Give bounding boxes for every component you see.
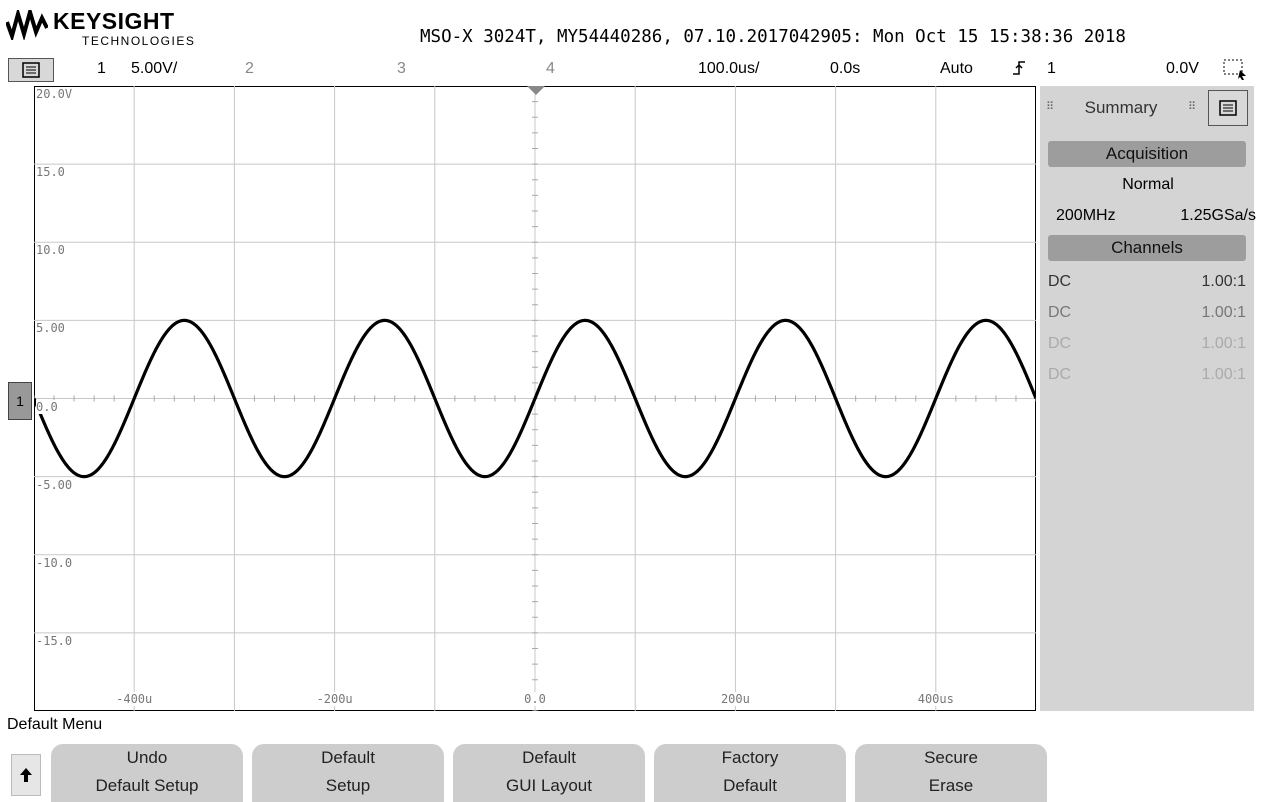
channel-summary-row: DC 1.00:1: [1048, 335, 1246, 353]
channel-coupling: DC: [1048, 304, 1072, 321]
trigger-position-marker[interactable]: [527, 86, 545, 95]
drag-handle-icon[interactable]: ⠿: [1046, 101, 1055, 113]
waveform-graticule[interactable]: 20.0V 15.0 10.0 5.00 0.0 -5.00 -10.0 -15.0 -400…: [34, 86, 1036, 711]
panel-menu-button[interactable]: [1208, 90, 1248, 126]
softkey-menu-title: Default Menu: [7, 716, 103, 733]
graticule-svg: [34, 86, 1036, 711]
softkey-label-line1: Undo: [126, 748, 168, 767]
softkey-label-line2: Setup: [325, 776, 371, 795]
softkey-label-line2: Default Setup: [95, 776, 199, 795]
channels-header: Channels: [1048, 235, 1246, 261]
softkey-label-line1: Secure: [924, 748, 978, 767]
brand-name: KEYSIGHT: [53, 8, 175, 34]
y-axis-label: -5.00: [36, 477, 74, 492]
bandwidth: 200MHz: [1056, 207, 1116, 224]
y-axis-label: 5.00: [36, 321, 66, 336]
y-axis-label: -10.0: [36, 555, 74, 570]
keysight-wave-icon: [6, 10, 48, 40]
channel-summary-row: DC 1.00:1: [1048, 273, 1246, 291]
control-bar: 1 5.00V/ 2 3 4 100.0us/ 0.0s Auto 1 0.0V: [0, 56, 1268, 86]
trigger-mode[interactable]: Auto: [940, 60, 973, 77]
brand-subtitle: TECHNOLOGIES: [82, 34, 196, 48]
y-axis-label: 20.0V: [36, 87, 74, 101]
softkey-label-line1: Default: [321, 748, 375, 767]
acquisition-rates: 200MHz 1.25GSa/s: [1056, 207, 1256, 225]
factory-default-softkey[interactable]: Factory Default: [654, 744, 846, 802]
channel-probe-ratio: 1.00:1: [1201, 273, 1246, 290]
y-axis-label: 10.0: [36, 243, 66, 258]
menu-icon: [1219, 100, 1237, 116]
x-axis-label: -200u: [316, 692, 353, 706]
summary-panel: ⠿ Summary ⠿ Acquisition Normal 200MHz 1.…: [1040, 86, 1256, 711]
channel-summary-row: DC 1.00:1: [1048, 366, 1246, 384]
acquisition-mode: Normal: [1122, 176, 1174, 193]
softkey-label-line2: Erase: [928, 776, 974, 795]
channel-probe-ratio: 1.00:1: [1201, 335, 1246, 352]
softkey-label-line2: GUI Layout: [506, 776, 592, 795]
channel-coupling: DC: [1048, 366, 1072, 383]
y-axis-label: 0.0: [36, 399, 59, 414]
trigger-level[interactable]: 0.0V: [1166, 60, 1199, 77]
main-menu-button[interactable]: [8, 58, 54, 82]
x-axis-label: 200u: [720, 692, 750, 706]
channel-1-label[interactable]: 1: [97, 60, 106, 77]
timebase-delay[interactable]: 0.0s: [830, 60, 861, 77]
undo-default-setup-softkey[interactable]: Undo Default Setup: [51, 744, 243, 802]
timebase-scale[interactable]: 100.0us/: [698, 60, 760, 77]
channel-1-scale[interactable]: 5.00V/: [131, 60, 178, 77]
channel-coupling: DC: [1048, 273, 1072, 290]
channel-4-label[interactable]: 4: [546, 60, 555, 77]
channel-3-label[interactable]: 3: [397, 60, 406, 77]
keysight-logo: KEYSIGHT TECHNOLOGIES: [6, 4, 206, 50]
channel-1-trace: [34, 318, 1036, 479]
x-axis-label: -400u: [116, 692, 153, 706]
trigger-source[interactable]: 1: [1047, 60, 1056, 77]
secure-erase-softkey[interactable]: Secure Erase: [855, 744, 1047, 802]
channel-coupling: DC: [1048, 335, 1072, 352]
instrument-id-line: MSO-X 3024T, MY54440286, 07.10.201704290…: [420, 27, 1126, 47]
x-axis-label: 0.0: [524, 692, 546, 706]
channel-summary-row: DC 1.00:1: [1048, 304, 1246, 322]
default-gui-layout-softkey[interactable]: Default GUI Layout: [453, 744, 645, 802]
channel-2-label[interactable]: 2: [245, 60, 254, 77]
softkey-label-line1: Factory: [721, 748, 779, 767]
trigger-rising-edge-icon: [1012, 58, 1026, 83]
channel-probe-ratio: 1.00:1: [1201, 304, 1246, 321]
acquisition-header: Acquisition: [1048, 141, 1246, 167]
drag-handle-icon[interactable]: ⠿: [1188, 101, 1197, 113]
sample-rate: 1.25GSa/s: [1180, 207, 1256, 224]
softkey-label-line2: Default: [723, 776, 777, 795]
y-axis-label: 15.0: [36, 165, 66, 180]
zoom-select-icon[interactable]: [1222, 58, 1248, 85]
channel-probe-ratio: 1.00:1: [1201, 366, 1246, 383]
menu-icon: [22, 62, 40, 78]
x-axis-label: 400us: [917, 692, 954, 706]
arrow-up-icon: [20, 768, 32, 782]
softkey-label-line1: Default: [522, 748, 576, 767]
menu-back-button[interactable]: [11, 754, 41, 796]
y-axis-label: -15.0: [36, 633, 74, 648]
channel-1-ground-marker[interactable]: 1: [8, 382, 32, 420]
default-setup-softkey[interactable]: Default Setup: [252, 744, 444, 802]
channel-1-marker-label: 1: [16, 393, 24, 409]
tab-summary[interactable]: Summary: [1084, 98, 1158, 117]
